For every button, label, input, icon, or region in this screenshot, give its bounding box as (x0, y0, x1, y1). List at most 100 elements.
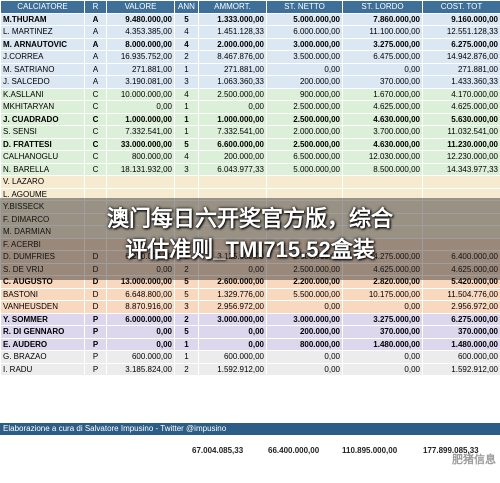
value-cell: 4.170.000,00 (422, 87, 500, 101)
table-row: M. DARMIAN (0, 225, 500, 239)
player-name-cell: K.ASLLANI (0, 87, 85, 101)
value-cell: 16.935.752,00 (106, 50, 175, 64)
value-cell: 8.500.000,00 (342, 162, 423, 176)
value-cell: 1.333.000,00 (198, 12, 267, 26)
value-cell: 12.230.000,00 (422, 150, 500, 164)
table-row: R. DI GENNARO P 0,00 5 0,00 200.000,00 370.000… (0, 325, 500, 339)
value-cell: 5.000.000,00 (266, 12, 343, 26)
table-row: J.CORREA A 16.935.752,00 2 8.467.876,00 3.500… (0, 50, 500, 64)
column-header: CALCIATORE (0, 0, 85, 14)
player-name-cell: N. BARELLA (0, 162, 85, 176)
table-row: VANHEUSDEN D 8.870.916,00 3 2.956.972,00 0,00… (0, 300, 500, 314)
value-cell: 1 (174, 112, 199, 126)
value-cell: 2.000.000,00 (198, 37, 267, 51)
value-cell (84, 175, 107, 189)
table-row: Y. SOMMER P 6.000.000,00 2 3.000.000,00 3.000… (0, 312, 500, 326)
table-row: Y.BISSECK (0, 200, 500, 214)
value-cell (342, 175, 423, 189)
value-cell: 2.500.000,00 (266, 112, 343, 126)
player-name-cell: S. SENSI (0, 125, 85, 139)
value-cell: 6.275.000,00 (422, 312, 500, 326)
value-cell: 3.700.000,00 (342, 125, 423, 139)
table-row: G. BRAZAO P 600.000,00 1 600.000,00 0,00 0,00 6… (0, 350, 500, 364)
value-cell: 14.343.977,33 (422, 162, 500, 176)
table-row: L. MARTINEZ A 4.353.385,00 4 1.451.128,33 6.0… (0, 25, 500, 39)
value-cell: 4.625.000,00 (422, 100, 500, 114)
value-cell: P (84, 362, 107, 376)
table-row: M. SATRIANO A 271.881,00 1 271.881,00 0,00 0,0… (0, 62, 500, 76)
value-cell: 7.332.541,00 (198, 125, 267, 139)
value-cell (174, 175, 199, 189)
total-st-lordo: 110.895.000,00 (342, 446, 398, 455)
value-cell: 3.185.824,00 (106, 362, 175, 376)
value-cell: 2.956.972,00 (422, 300, 500, 314)
value-cell: 2.956.972,00 (198, 300, 267, 314)
column-header: ANN (174, 0, 199, 14)
table-row: J. SALCEDO A 3.190.081,00 3 1.063.360,33 200.… (0, 75, 500, 89)
value-cell: 1 (174, 100, 199, 114)
player-name-cell: M.THURAM (0, 12, 85, 26)
table-row: N. BARELLA C 18.131.932,00 3 6.043.977,33 5.0… (0, 162, 500, 176)
table-row: BASTONI D 6.648.800,00 5 1.329.776,00 5.500.0… (0, 287, 500, 301)
value-cell: 3.275.000,00 (342, 37, 423, 51)
value-cell: 11.230.000,00 (422, 137, 500, 151)
value-cell: 0,00 (106, 100, 175, 114)
value-cell: 2 (174, 50, 199, 64)
value-cell: 3 (174, 162, 199, 176)
value-cell: 200.000,00 (198, 150, 267, 164)
table-row: V. LAZARO (0, 175, 500, 189)
value-cell: 800.000,00 (266, 337, 343, 351)
value-cell: C (84, 112, 107, 126)
value-cell: 6.000.000,00 (106, 312, 175, 326)
table-row: S. SENSI C 7.332.541,00 1 7.332.541,00 2.000.… (0, 125, 500, 139)
value-cell: 800.000,00 (106, 150, 175, 164)
table-row: F. ACERBI (0, 237, 500, 251)
value-cell: 5.630.000,00 (422, 112, 500, 126)
value-cell: C (84, 137, 107, 151)
value-cell: 14.942.876,00 (422, 50, 500, 64)
value-cell: 4 (174, 87, 199, 101)
value-cell: 600.000,00 (198, 350, 267, 364)
value-cell: C (84, 125, 107, 139)
value-cell: P (84, 325, 107, 339)
value-cell: 5 (174, 137, 199, 151)
value-cell (198, 175, 267, 189)
value-cell: 3.000.000,00 (266, 312, 343, 326)
value-cell: 271.881,00 (106, 62, 175, 76)
value-cell: 1.670.000,00 (342, 87, 423, 101)
value-cell (422, 175, 500, 189)
table-row: E. AUDERO P 0,00 1 0,00 800.000,00 1.480.000,0… (0, 337, 500, 351)
value-cell: 3.000.000,00 (266, 37, 343, 51)
table-row: MKHITARYAN C 0,00 1 0,00 2.500.000,00 4.625.00… (0, 100, 500, 114)
value-cell: 6.043.977,33 (198, 162, 267, 176)
value-cell: 2.000.000,00 (266, 125, 343, 139)
value-cell: 1.480.000,00 (342, 337, 423, 351)
overlay-title: 澳门每日六开奖官方版，综合 评估准则_TMI715.52盒装 (0, 203, 500, 265)
value-cell: 5 (174, 287, 199, 301)
value-cell: 5 (174, 325, 199, 339)
player-name-cell: V. LAZARO (0, 175, 85, 189)
value-cell: C (84, 162, 107, 176)
value-cell: 2 (174, 312, 199, 326)
value-cell: 200.000,00 (266, 75, 343, 89)
value-cell: A (84, 37, 107, 51)
value-cell: 0,00 (266, 62, 343, 76)
player-name-cell: G. BRAZAO (0, 350, 85, 364)
value-cell: 1.592.912,00 (422, 362, 500, 376)
value-cell: 11.504.776,00 (422, 287, 500, 301)
player-name-cell: I. RADU (0, 362, 85, 376)
value-cell: 1.000.000,00 (198, 112, 267, 126)
value-cell: 271.881,00 (422, 62, 500, 76)
player-name-cell: E. AUDERO (0, 337, 85, 351)
value-cell: 0,00 (342, 300, 423, 314)
overlay-band (0, 198, 500, 280)
value-cell: 4 (174, 150, 199, 164)
player-cost-table: CALCIATORE R VALORE ANN AMMORT. ST. NETTO ST. … (0, 0, 500, 376)
value-cell: 3 (174, 300, 199, 314)
value-cell: 0,00 (266, 362, 343, 376)
table-row: K.ASLLANI C 10.000.000,00 4 2.500.000,00 900.… (0, 87, 500, 101)
column-header: ST. NETTO (266, 0, 343, 14)
value-cell: 1 (174, 350, 199, 364)
value-cell: 33.000.000,00 (106, 137, 175, 151)
value-cell: 4.630.000,00 (342, 137, 423, 151)
